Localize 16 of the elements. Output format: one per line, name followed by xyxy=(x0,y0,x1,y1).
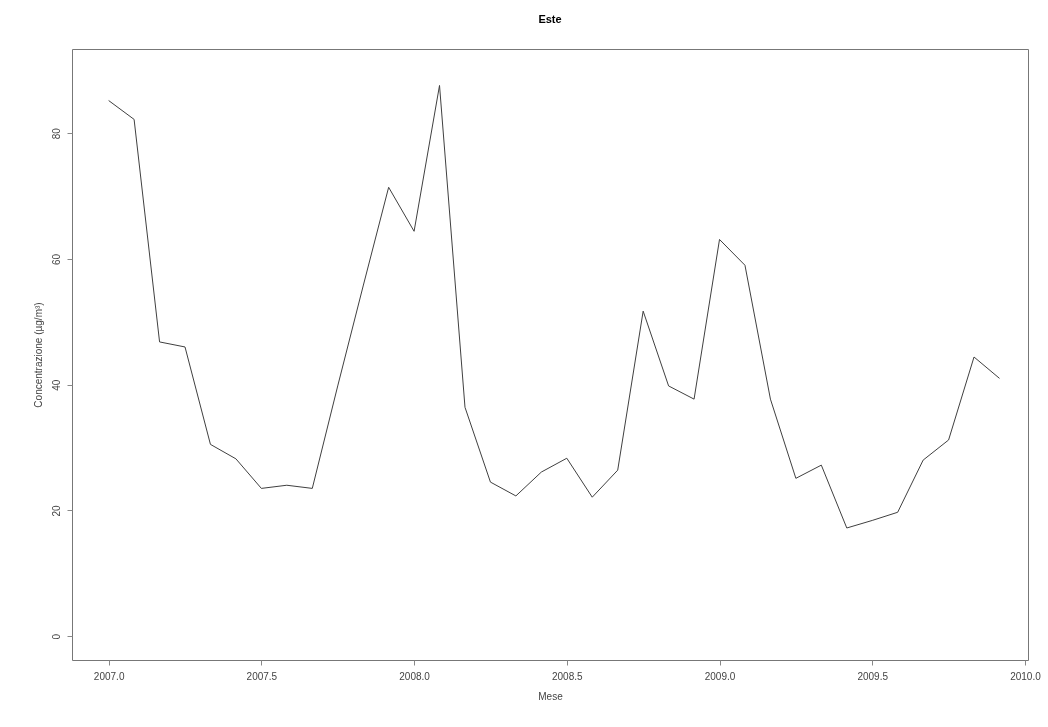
x-tick-label: 2008.0 xyxy=(399,670,431,682)
x-tick-label: 2009.0 xyxy=(704,670,736,682)
y-tick-label: 40 xyxy=(50,379,62,391)
y-tick-label: 80 xyxy=(50,127,62,140)
x-tick-label: 2008.5 xyxy=(552,670,584,682)
y-tick-label: 20 xyxy=(50,504,62,517)
line-series xyxy=(108,84,1000,529)
y-axis-title: Concentrazione (µg/m³) xyxy=(32,302,44,408)
y-tick-label: 60 xyxy=(50,253,62,266)
x-tick-label: 2007.5 xyxy=(246,670,278,682)
chart-title: Este xyxy=(538,13,562,25)
x-tick-label: 2010.0 xyxy=(1010,670,1042,682)
x-axis-title: Mese xyxy=(538,690,564,702)
x-tick-label: 2007.0 xyxy=(93,670,125,682)
x-tick-label: 2009.5 xyxy=(857,670,889,682)
y-tick-label: 0 xyxy=(50,633,62,640)
